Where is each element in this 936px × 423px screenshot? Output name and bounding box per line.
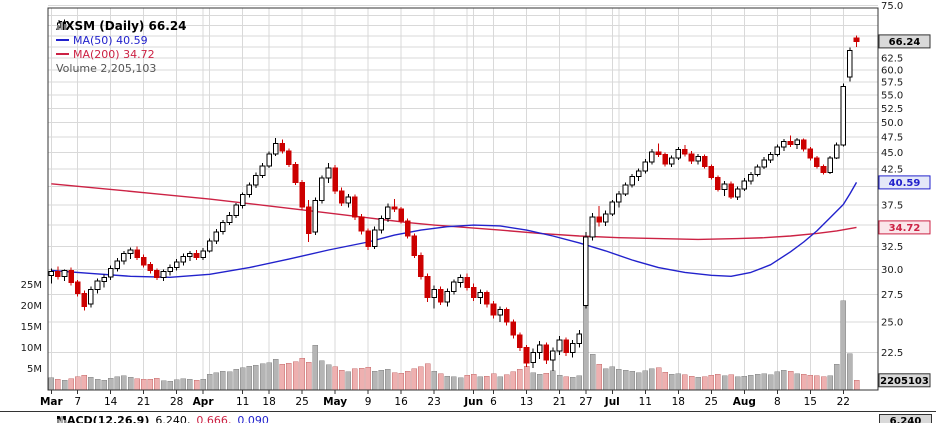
candlesticks — [48, 35, 860, 371]
svg-text:57.5: 57.5 — [881, 78, 903, 89]
svg-text:22: 22 — [837, 396, 850, 408]
legend-ma200-row: MA(200) 34.72 — [56, 47, 187, 61]
svg-text:10M: 10M — [21, 343, 42, 354]
svg-text:11: 11 — [236, 396, 249, 408]
svg-text:25.0: 25.0 — [881, 318, 903, 329]
volume-bars-icon — [57, 22, 67, 30]
svg-text:Jul: Jul — [604, 396, 620, 408]
svg-text:May: May — [323, 396, 347, 408]
macd-line-value: 6.240, — [155, 414, 191, 423]
svg-text:9: 9 — [365, 396, 372, 408]
volume-axis-labels: 5M 10M 15M 20M 25M — [21, 280, 42, 375]
legend-volume-row: Volume 2,205,103 — [56, 22, 187, 75]
svg-text:52.5: 52.5 — [881, 104, 903, 115]
ma50-line-swatch — [56, 39, 69, 41]
svg-text:15M: 15M — [21, 322, 42, 333]
svg-text:60.0: 60.0 — [881, 65, 903, 76]
macd-last-value-box: 6.240 — [879, 414, 932, 423]
svg-text:23: 23 — [427, 396, 440, 408]
svg-text:40.59: 40.59 — [889, 178, 921, 189]
volume-value-box: 2205103 — [878, 373, 931, 388]
ma200-label: MA(200) 34.72 — [73, 47, 155, 61]
macd-legend: MACD(12,26,9) 6.240, 0.666, 0.090 — [56, 414, 269, 423]
svg-text:25: 25 — [705, 396, 718, 408]
svg-text:55.0: 55.0 — [881, 90, 903, 101]
svg-text:18: 18 — [262, 396, 275, 408]
ma50-value-box: 40.59 — [878, 175, 931, 190]
svg-text:62.5: 62.5 — [881, 54, 903, 65]
legend-ma50-row: MA(50) 40.59 — [56, 33, 187, 47]
svg-text:2205103: 2205103 — [880, 376, 929, 387]
svg-text:47.5: 47.5 — [881, 133, 903, 144]
svg-text:8: 8 — [774, 396, 781, 408]
svg-text:20M: 20M — [21, 301, 42, 312]
svg-text:15: 15 — [804, 396, 817, 408]
legend-symbol-row: AXSM (Daily) 66.24 — [56, 19, 187, 33]
svg-text:25: 25 — [295, 396, 308, 408]
svg-text:16: 16 — [394, 396, 408, 408]
svg-text:18: 18 — [672, 396, 685, 408]
macd-signal-value: 0.666, — [196, 414, 232, 423]
macd-panel-header: MACD(12,26,9) 6.240, 0.666, 0.090 6.240 — [0, 411, 936, 423]
svg-text:50.0: 50.0 — [881, 118, 903, 129]
macd-histogram-value: 0.090 — [237, 414, 269, 423]
price-axis-labels: 22.5 25.0 27.5 30.0 32.5 37.5 42.5 45.0 47.5 50.0… — [881, 1, 903, 359]
svg-text:13: 13 — [520, 396, 533, 408]
value-boxes: 40.59 34.72 66.24 2205103 — [878, 34, 931, 388]
svg-text:32.5: 32.5 — [881, 242, 903, 253]
svg-text:45.0: 45.0 — [881, 148, 903, 159]
chart-legend: AXSM (Daily) 66.24 MA(50) 40.59 MA(200) … — [56, 19, 187, 75]
svg-text:21: 21 — [553, 396, 566, 408]
svg-text:21: 21 — [137, 396, 150, 408]
svg-text:7: 7 — [74, 396, 81, 408]
svg-text:37.5: 37.5 — [881, 201, 903, 212]
symbol-title: AXSM (Daily) 66.24 — [56, 19, 187, 33]
svg-text:42.5: 42.5 — [881, 165, 903, 176]
svg-text:27.5: 27.5 — [881, 290, 903, 301]
ma200-value-box: 34.72 — [878, 220, 931, 235]
volume-bars — [48, 294, 860, 390]
indicator-icon — [57, 416, 67, 423]
volume-label: Volume 2,205,103 — [56, 61, 157, 75]
ma50-line — [51, 182, 858, 278]
last-price-box: 66.24 — [878, 34, 931, 49]
svg-text:27: 27 — [579, 396, 592, 408]
svg-text:30.0: 30.0 — [881, 265, 903, 276]
svg-text:Aug: Aug — [733, 396, 756, 408]
ma50-label: MA(50) 40.59 — [73, 33, 148, 47]
svg-text:Jun: Jun — [463, 396, 483, 408]
svg-text:66.24: 66.24 — [889, 37, 921, 48]
svg-text:14: 14 — [104, 396, 118, 408]
macd-label: MACD(12,26,9) — [56, 414, 150, 423]
svg-text:75.0: 75.0 — [881, 1, 903, 12]
svg-text:11: 11 — [639, 396, 652, 408]
svg-text:6: 6 — [490, 396, 497, 408]
svg-text:28: 28 — [170, 396, 183, 408]
svg-text:25M: 25M — [21, 280, 42, 291]
ma200-line-swatch — [56, 53, 69, 55]
svg-text:Apr: Apr — [193, 396, 215, 408]
svg-text:34.72: 34.72 — [889, 223, 921, 234]
gridlines — [48, 5, 878, 390]
svg-text:5M: 5M — [27, 364, 42, 375]
svg-text:22.5: 22.5 — [881, 348, 903, 359]
date-axis-labels: Mar 7 14 21 28 Apr 11 18 25 May 9 16 23 Jun 6 13 21 27 Jul… — [40, 390, 850, 408]
ma200-line — [51, 183, 857, 241]
svg-text:Mar: Mar — [40, 396, 64, 408]
